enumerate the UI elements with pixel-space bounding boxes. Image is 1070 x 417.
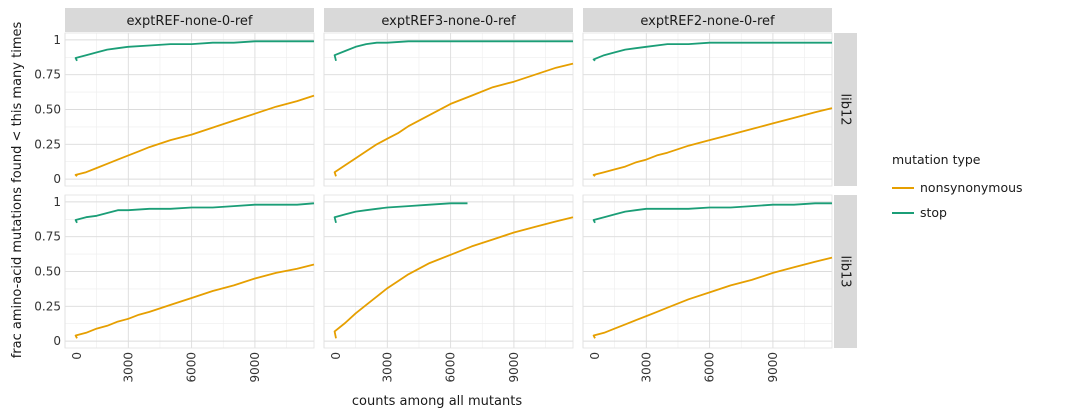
series-line-stop — [74, 40, 314, 62]
row-strip-0 — [834, 33, 857, 186]
series-line-nonsynonymous — [333, 216, 574, 339]
x-tick-label: 9000 — [248, 352, 262, 383]
series-line-stop — [333, 40, 573, 62]
panels-layer: exptREF-none-0-ref exptREF3-none-0-ref exp… — [34, 8, 857, 383]
col-strip-label-2: exptREF2-none-0-ref — [640, 14, 775, 29]
x-tick-label: 3000 — [380, 352, 394, 383]
x-tick-label: 0 — [588, 352, 602, 360]
series-line-nonsynonymous — [592, 256, 833, 339]
y-tick-label: 0 — [53, 172, 61, 186]
legend: mutation type nonsynonymous stop — [892, 152, 1023, 220]
y-axis-title: frac amino-acid mutations found < this m… — [10, 22, 25, 359]
legend-label-stop: stop — [920, 205, 947, 220]
y-tick-label: 0.25 — [34, 299, 61, 313]
x-tick-label: 0 — [70, 352, 84, 360]
x-tick-label: 3000 — [121, 352, 135, 383]
panel-border — [64, 32, 315, 187]
y-tick-label: 0.50 — [34, 103, 61, 117]
y-tick-label: 0.75 — [34, 68, 61, 82]
x-tick-label: 9000 — [507, 352, 521, 383]
legend-title: mutation type — [892, 152, 981, 167]
y-tick-label: 0.25 — [34, 137, 61, 151]
row-strip-label-1: lib13 — [838, 255, 853, 287]
series-line-stop — [592, 202, 832, 224]
x-tick-label: 6000 — [185, 352, 199, 383]
panel-border — [64, 194, 315, 349]
col-strip-0 — [65, 8, 314, 32]
series-line-stop — [592, 41, 832, 62]
panel-1-0 — [323, 32, 574, 187]
row-strip-label-0: lib12 — [838, 93, 853, 125]
series-line-stop — [74, 202, 315, 224]
x-tick-label: 9000 — [766, 352, 780, 383]
panel-border — [323, 32, 574, 187]
col-strip-label-0: exptREF-none-0-ref — [127, 14, 253, 29]
series-line-nonsynonymous — [592, 107, 833, 177]
x-tick-label: 0 — [329, 352, 343, 360]
x-axis-title: counts among all mutants — [352, 394, 522, 409]
row-strip-1 — [834, 195, 857, 348]
col-strip-label-1: exptREF3-none-0-ref — [381, 14, 516, 29]
panel-border — [582, 194, 833, 349]
y-tick-label: 1 — [53, 33, 61, 47]
series-line-nonsynonymous — [74, 263, 315, 339]
panel-1-1 — [323, 194, 574, 349]
x-tick-label: 6000 — [703, 352, 717, 383]
col-strip-2 — [583, 8, 832, 32]
panel-0-1 — [64, 194, 315, 349]
legend-entry-nonsynonymous[interactable]: nonsynonymous — [892, 180, 1023, 195]
y-tick-label: 1 — [53, 195, 61, 209]
legend-entry-stop[interactable]: stop — [892, 205, 947, 220]
y-tick-label: 0.50 — [34, 265, 61, 279]
col-strip-1 — [324, 8, 573, 32]
panel-border — [582, 32, 833, 187]
x-tick-label: 6000 — [444, 352, 458, 383]
series-line-stop — [333, 202, 468, 224]
panel-border — [323, 194, 574, 349]
legend-label-nonsynonymous: nonsynonymous — [920, 180, 1023, 195]
series-line-nonsynonymous — [74, 94, 315, 177]
panel-2-0 — [582, 32, 833, 187]
y-tick-label: 0 — [53, 334, 61, 348]
panel-0-0 — [64, 32, 315, 187]
series-line-nonsynonymous — [333, 62, 574, 177]
panel-2-1 — [582, 194, 833, 349]
x-tick-label: 3000 — [639, 352, 653, 383]
y-tick-label: 0.75 — [34, 230, 61, 244]
